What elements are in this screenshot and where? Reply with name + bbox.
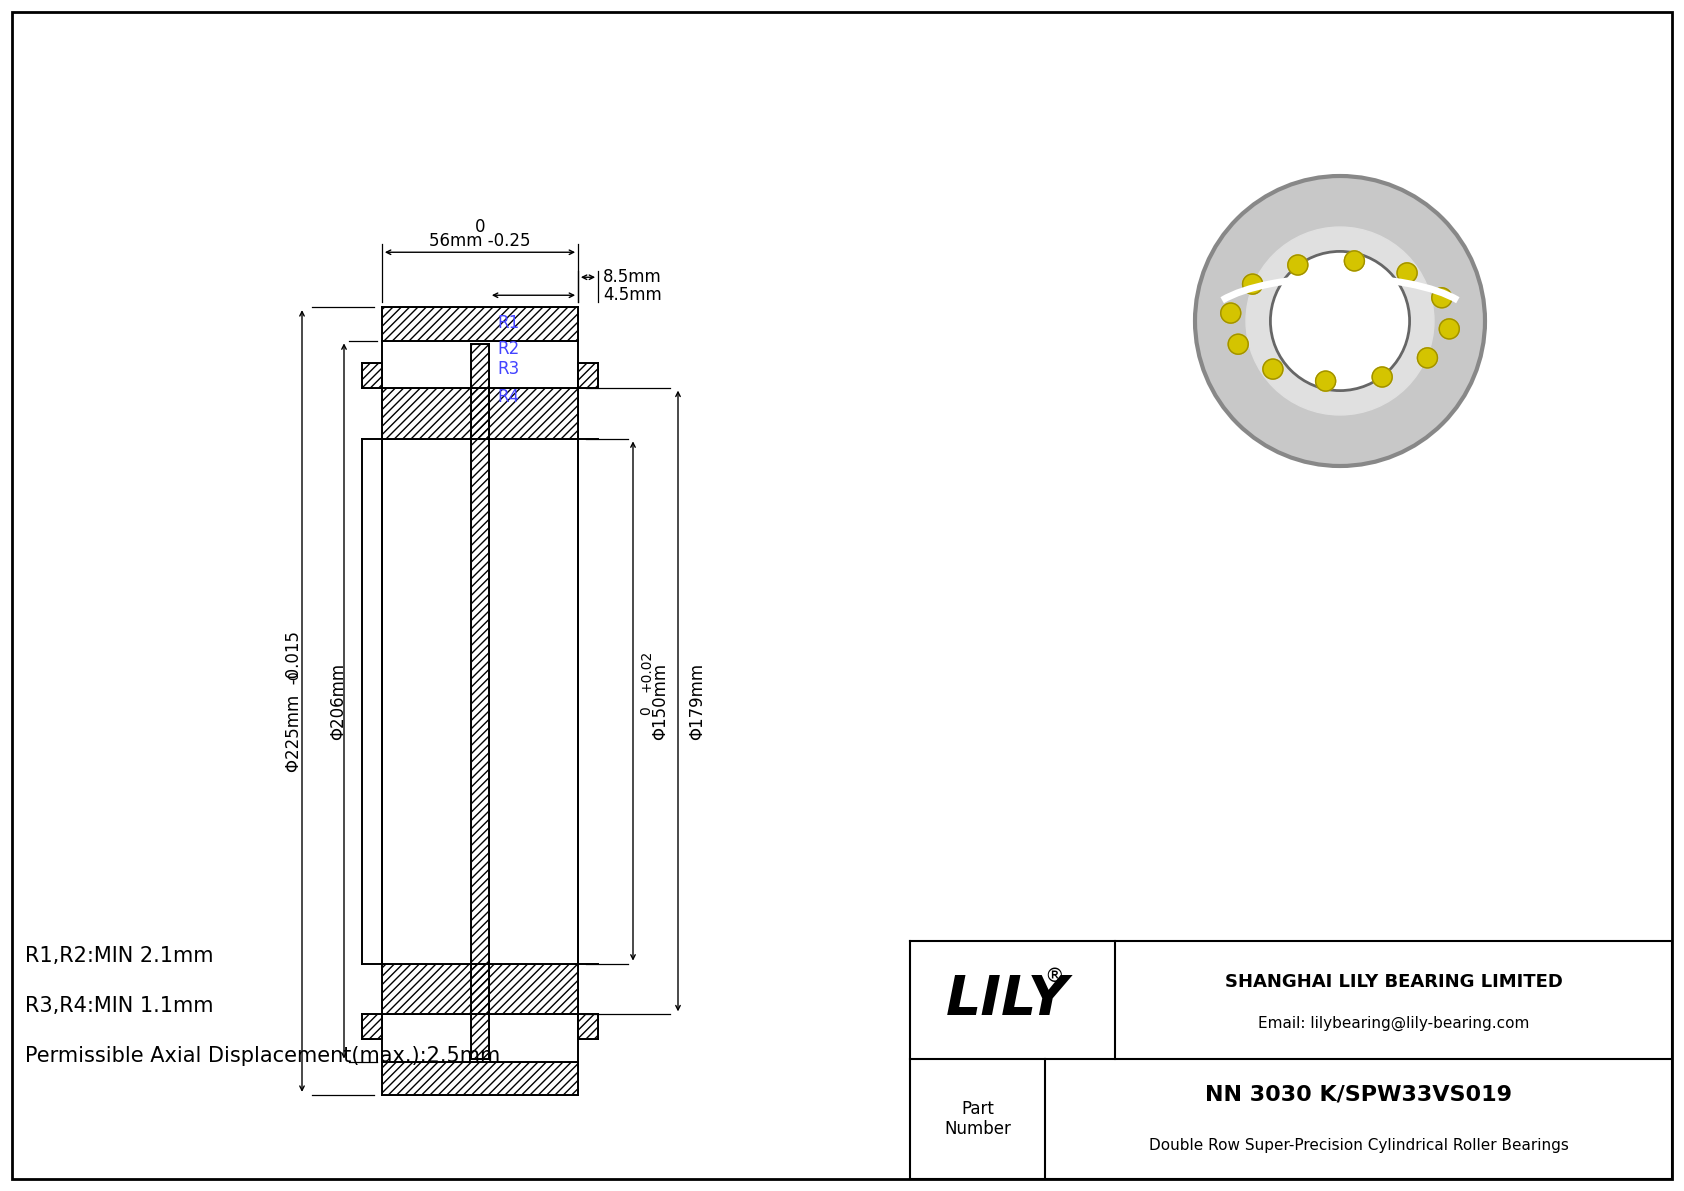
Circle shape [1315,372,1335,391]
Circle shape [1243,274,1263,294]
Circle shape [1221,303,1241,323]
Text: Φ179mm: Φ179mm [689,662,706,740]
Text: Part
Number: Part Number [945,1099,1010,1139]
Text: +0.02: +0.02 [638,650,653,692]
Circle shape [1263,358,1283,379]
Text: 0: 0 [638,706,653,716]
Circle shape [1246,227,1435,414]
Text: NN 3030 K/SPW33VS019: NN 3030 K/SPW33VS019 [1206,1085,1512,1105]
Text: LILY: LILY [946,973,1069,1027]
Text: 56mm -0.25: 56mm -0.25 [429,232,530,250]
Text: Permissible Axial Displacement(max.):2.5mm: Permissible Axial Displacement(max.):2.5… [25,1046,500,1066]
Text: R1: R1 [497,314,519,332]
Circle shape [1270,251,1410,391]
Circle shape [1398,263,1416,283]
Circle shape [1196,176,1485,466]
Text: Φ206mm: Φ206mm [328,662,347,740]
Circle shape [1372,367,1393,387]
Text: R4: R4 [497,388,519,406]
Text: SHANGHAI LILY BEARING LIMITED: SHANGHAI LILY BEARING LIMITED [1224,973,1563,991]
Text: Double Row Super-Precision Cylindrical Roller Bearings: Double Row Super-Precision Cylindrical R… [1148,1137,1568,1153]
Text: 0: 0 [286,672,301,680]
Circle shape [1344,251,1364,270]
Circle shape [1431,288,1452,307]
Circle shape [1288,255,1308,275]
Text: 8.5mm: 8.5mm [603,268,662,286]
Text: Φ225mm  -0.015: Φ225mm -0.015 [285,630,303,772]
Text: R1,R2:MIN 2.1mm: R1,R2:MIN 2.1mm [25,946,214,966]
Text: Email: lilybearing@lily-bearing.com: Email: lilybearing@lily-bearing.com [1258,1016,1529,1031]
Text: 4.5mm: 4.5mm [603,286,662,304]
Text: Φ150mm: Φ150mm [652,662,669,740]
Text: 0: 0 [475,218,485,236]
Circle shape [1440,319,1460,339]
Text: R3: R3 [497,360,519,378]
Text: ®: ® [1044,967,1064,985]
Circle shape [1228,335,1248,354]
Text: R2: R2 [497,341,519,358]
Circle shape [1418,348,1438,368]
Text: R3,R4:MIN 1.1mm: R3,R4:MIN 1.1mm [25,996,214,1016]
